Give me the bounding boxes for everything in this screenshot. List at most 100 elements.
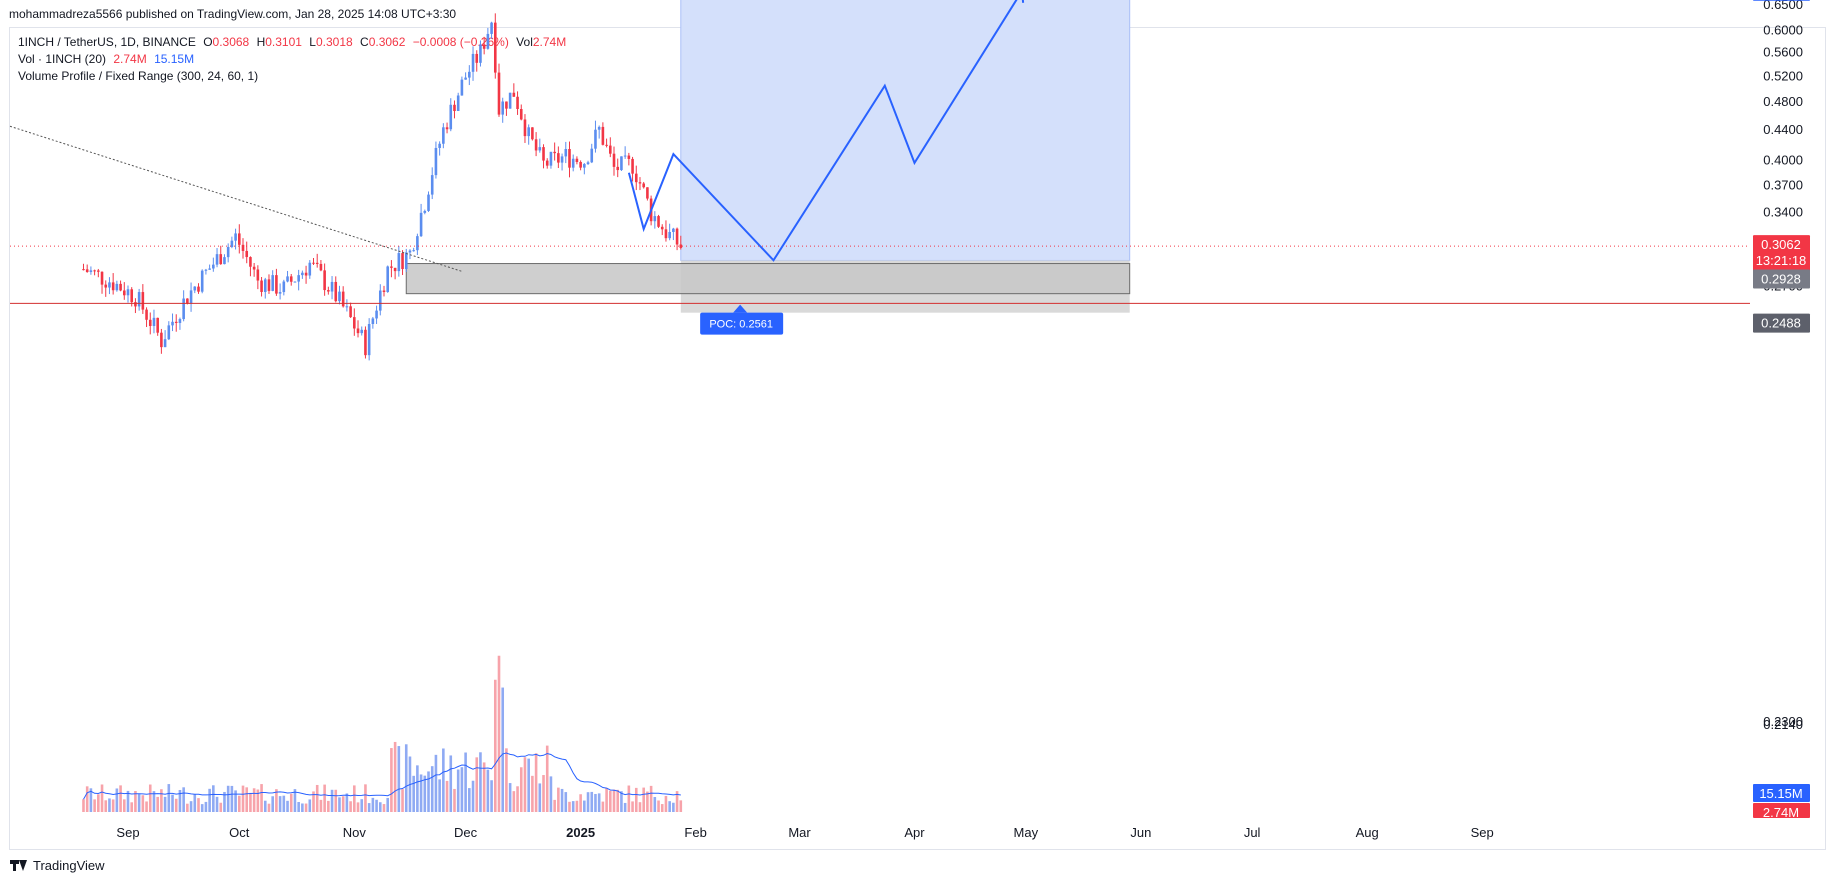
price-label-current: 13:21:18 [1756,253,1807,268]
candle-body [538,147,542,151]
candle-body [501,101,505,115]
volume-bar [390,748,393,812]
volume-bar [519,767,523,812]
legend-volume-profile-row: Volume Profile / Fixed Range (300, 24, 6… [18,69,262,83]
volume-bar [508,783,512,812]
candle-body [668,231,671,239]
volume-bar [286,800,289,812]
candle-body [430,175,434,195]
volume-bar [148,784,152,812]
volume-bar [568,801,571,812]
volume-bar [312,791,315,812]
volume-bar [631,801,634,812]
volume-bar [453,788,456,812]
volume-bar [252,788,256,812]
legend-volume-profile[interactable]: Volume Profile / Fixed Range (300, 24, 6… [18,69,259,83]
volume-bar [416,765,419,812]
candle-body [271,275,274,291]
legend-open: 0.3068 [212,35,250,49]
volume-bar [115,788,119,812]
volume-bar [638,802,642,812]
candle-body [371,318,375,324]
volume-bar [122,799,126,812]
volume-bar [560,788,564,812]
price-tick-label: 0.5200 [1763,68,1803,83]
volume-bar [564,792,568,812]
candle-body [267,279,271,291]
candle-body [134,302,137,307]
volume-bar [442,748,445,812]
volume-bar [371,797,375,812]
candle-body [137,292,141,307]
candle-body [508,92,512,109]
legend-c-label: C [360,35,369,49]
volume-bar [571,801,575,812]
candle-body [516,96,519,110]
legend-vol-indicator[interactable]: Vol · 1INCH (20) [18,52,107,66]
volume-bar [82,799,85,812]
volume-bar [223,791,226,812]
candle-body [438,143,441,148]
time-tick-label: Mar [788,825,811,840]
candle-body [245,250,249,258]
price-tick-label: 0.4000 [1763,152,1803,167]
time-tick-label: Nov [343,825,367,840]
volume-bar [486,769,490,812]
volume-bar [145,801,148,812]
candle-body [130,289,134,303]
candle-body [672,228,675,232]
candle-body [93,270,96,272]
candle-body [542,147,545,161]
poc-label-box [700,312,784,335]
candle-body [471,53,475,72]
candle-body [646,187,649,199]
candle-body [460,79,464,96]
candle-body [338,291,341,302]
volume-bar [319,799,323,812]
candle-body [575,158,579,162]
volume-bar [493,679,497,812]
candle-body [393,267,397,272]
price-tick-label: 0.6000 [1763,22,1803,37]
volume-bar [538,783,542,812]
legend-close: 0.3062 [368,35,406,49]
candle-body [312,262,315,264]
volume-bar [193,794,197,812]
volume-bar [308,799,312,812]
price-label-vol-box [1753,803,1810,818]
volume-bar [516,786,519,812]
volume-bar [338,797,341,812]
candle-body [197,286,200,292]
legend-vol-label: Vol [516,35,533,49]
candle-body [349,306,352,318]
volume-bar [553,799,556,812]
volume-bar [182,787,185,812]
candle-body [330,281,334,292]
candle-body [241,244,245,251]
candle-body [238,233,241,245]
candle-body [390,266,393,268]
legend-symbol[interactable]: 1INCH / TetherUS, 1D, BINANCE [18,35,196,49]
candle-body [282,281,286,293]
candle-body [638,182,642,184]
candle-body [679,244,683,248]
volume-bar [523,757,527,812]
volume-bar [186,803,189,812]
candle-body [557,153,560,163]
volume-bar [200,804,204,812]
volume-bar [245,787,249,812]
candle-body [423,210,427,213]
volume-bar [97,794,100,812]
volume-bar [401,789,404,812]
volume-bar [490,780,493,812]
volume-bar [479,752,482,812]
volume-bar [345,793,349,812]
volume-ma-line [83,752,681,800]
candle-body [182,298,185,320]
volume-bar [230,785,234,812]
volume-bar [601,801,605,812]
price-label-current-box [1753,235,1810,272]
candle-body [293,281,297,283]
price-label-vol: 2.74M [1763,805,1799,820]
